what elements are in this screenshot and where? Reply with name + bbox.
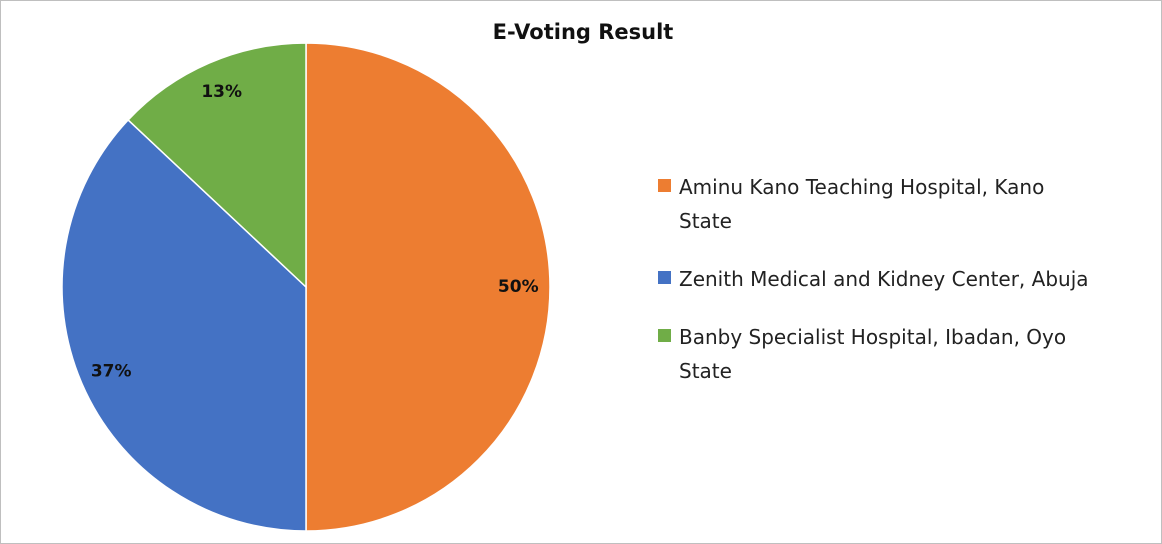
legend-label: Banby Specialist Hospital, Ibadan, Oyo S… [679, 325, 1067, 383]
data-label: 37% [91, 361, 132, 381]
pie-slice [127, 42, 307, 289]
chart-title: E-Voting Result [493, 20, 674, 44]
legend-swatch [658, 179, 671, 192]
legend-label: Aminu Kano Teaching Hospital, Kano State [679, 175, 1045, 233]
legend-swatch [658, 271, 671, 284]
legend-item: Zenith Medical and Kidney Center, Abuja [658, 262, 1098, 296]
data-label: 50% [498, 277, 539, 297]
data-label: 13% [201, 82, 242, 102]
legend-item: Banby Specialist Hospital, Ibadan, Oyo S… [658, 320, 1098, 388]
legend-swatch [658, 329, 671, 342]
pie-slice [305, 42, 551, 532]
legend-item: Aminu Kano Teaching Hospital, Kano State [658, 170, 1098, 238]
pie-slice [61, 118, 307, 532]
legend: Aminu Kano Teaching Hospital, Kano State… [658, 170, 1098, 412]
legend-label: Zenith Medical and Kidney Center, Abuja [679, 267, 1089, 291]
